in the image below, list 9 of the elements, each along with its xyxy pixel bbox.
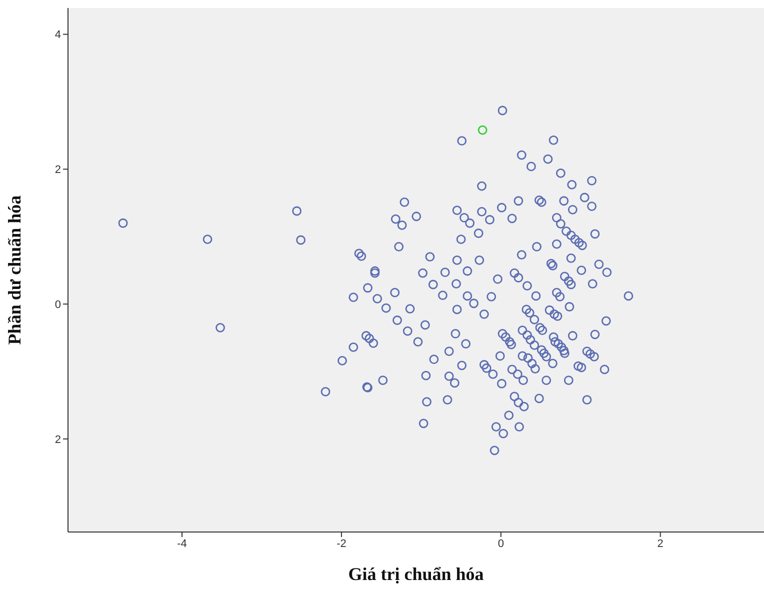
y-tick-label: 2 xyxy=(54,434,61,446)
y-tick-label: 2 xyxy=(54,164,61,176)
x-tick-label: -4 xyxy=(177,538,187,550)
x-axis-title: Giá trị chuẩn hóa xyxy=(348,564,484,584)
y-tick-label: 0 xyxy=(54,298,61,311)
x-tick-label: 2 xyxy=(657,538,664,550)
y-tick-label: 4 xyxy=(54,29,61,42)
x-tick-label: 0 xyxy=(498,538,504,550)
x-tick-label: -2 xyxy=(336,538,346,550)
